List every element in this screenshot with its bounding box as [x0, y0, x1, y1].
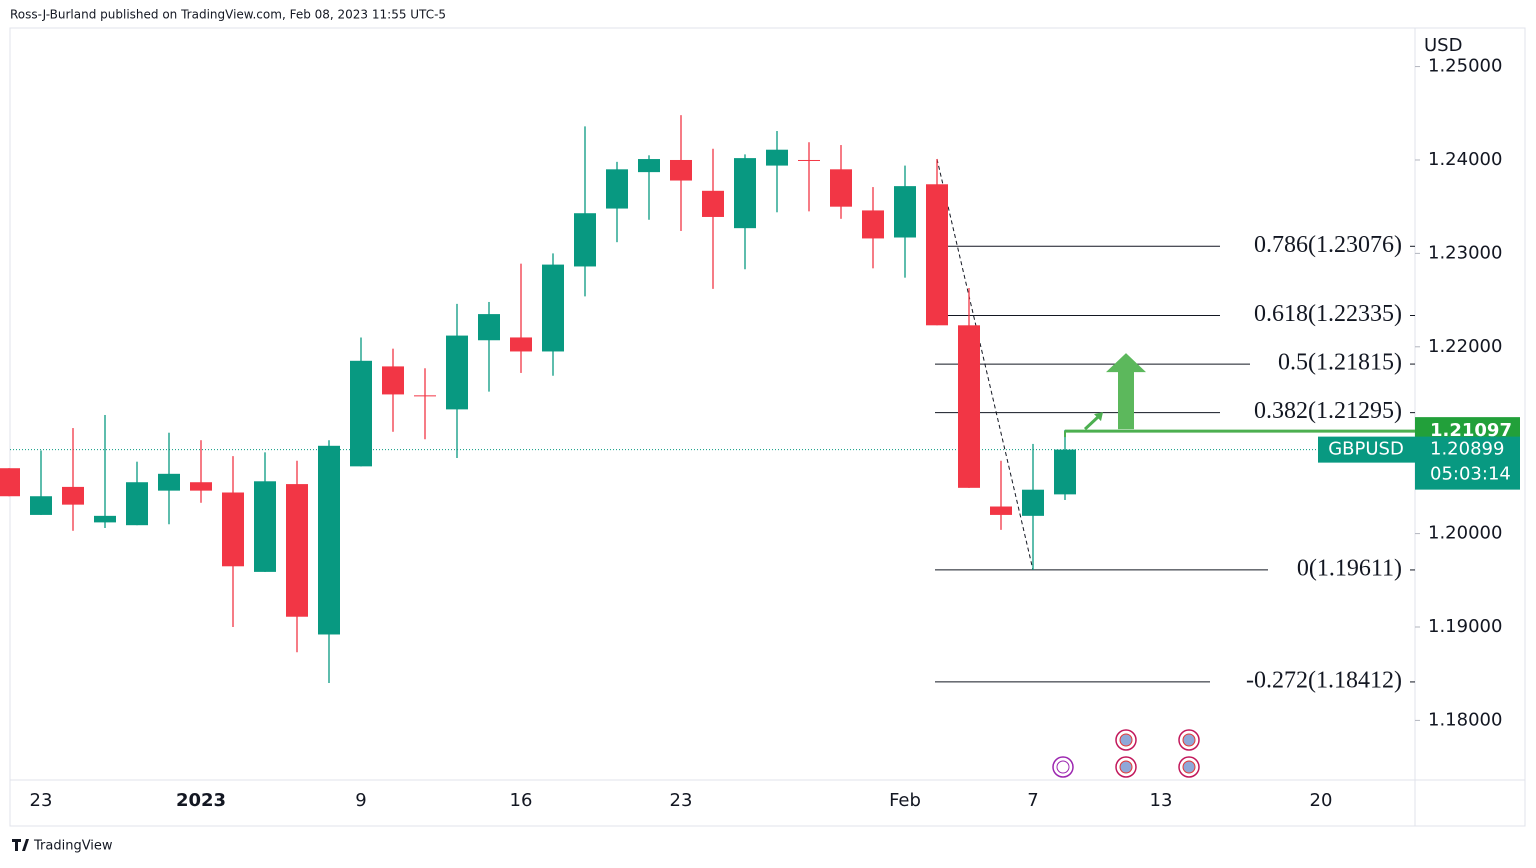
candle-body	[702, 190, 724, 217]
arrow-big	[1106, 353, 1146, 430]
candle-body	[1022, 489, 1044, 516]
fib-connector	[936, 158, 1034, 571]
candle-body	[574, 213, 596, 267]
candle-body	[510, 337, 532, 352]
candle-body	[638, 159, 660, 173]
candle-body	[862, 210, 884, 239]
x-tick-label: 23	[30, 790, 53, 811]
candle-body	[830, 169, 852, 207]
candle-body	[990, 506, 1012, 515]
x-tick-label: 23	[670, 790, 693, 811]
candle-body	[94, 515, 116, 523]
footer-logo	[12, 839, 29, 851]
hline-price-label: 1.21097	[1430, 420, 1512, 441]
event-icon	[1052, 756, 1074, 778]
y-tick-label: 1.19000	[1428, 616, 1502, 637]
header: Ross-J-Burland published on TradingView.…	[10, 8, 446, 22]
frame	[9, 27, 1526, 827]
candle-body	[798, 159, 820, 161]
currency-bg	[1416, 30, 1516, 60]
candle-body	[542, 264, 564, 352]
candle-body	[254, 481, 276, 572]
fib-label: 0.382(1.21295)	[1254, 398, 1402, 424]
symbol-label: GBPUSD	[1328, 439, 1404, 460]
candle-body	[350, 360, 372, 467]
candle-body	[670, 159, 692, 181]
candle-body	[158, 473, 180, 491]
candle-body	[382, 366, 404, 395]
candle-body	[190, 482, 212, 491]
candle-body	[478, 314, 500, 341]
countdown-label: 05:03:14	[1430, 464, 1511, 485]
fib-label: 0.618(1.22335)	[1254, 301, 1402, 327]
candle-body	[446, 335, 468, 410]
footer: TradingView	[33, 839, 113, 854]
candle-body	[126, 482, 148, 526]
fib-label: 0.786(1.23076)	[1254, 232, 1402, 258]
candle-body	[0, 468, 20, 497]
event-icon-inner	[1119, 733, 1133, 747]
candle-body	[414, 395, 436, 397]
x-tick-label: 9	[355, 790, 366, 811]
x-tick-label: 2023	[176, 790, 226, 811]
symbol-box	[1318, 436, 1415, 463]
fib-label: 0.5(1.21815)	[1278, 350, 1402, 376]
candle-body	[766, 149, 788, 166]
x-tick-label: 13	[1150, 790, 1173, 811]
candle-body	[894, 186, 916, 238]
event-icon-inner	[1182, 760, 1196, 774]
candle-body	[1054, 449, 1076, 495]
event-icon-inner	[1182, 733, 1196, 747]
candle-body	[926, 184, 948, 326]
y-tick-label: 1.25000	[1428, 56, 1502, 77]
arrow-small-head	[1094, 412, 1103, 422]
y-tick-label: 1.18000	[1428, 709, 1502, 730]
last-price-box	[1415, 436, 1520, 490]
candle-body	[62, 486, 84, 505]
y-tick-label: 1.20000	[1428, 523, 1502, 544]
currency: USD	[1424, 35, 1462, 56]
x-tick-label: 7	[1027, 790, 1038, 811]
y-tick-label: 1.22000	[1428, 336, 1502, 357]
candle-body	[222, 492, 244, 567]
fib-label: -0.272(1.18412)	[1246, 667, 1402, 693]
candle-body	[30, 496, 52, 515]
event-icon-inner	[1056, 760, 1070, 774]
candle-body	[606, 169, 628, 209]
y-tick-label: 1.23000	[1428, 242, 1502, 263]
candle-body	[318, 445, 340, 635]
last-price-label: 1.20899	[1430, 439, 1504, 460]
fib-label: 0(1.19611)	[1297, 555, 1402, 581]
x-tick-label: 20	[1310, 790, 1333, 811]
candle-body	[958, 325, 980, 488]
x-tick-label: Feb	[889, 790, 921, 811]
event-icon-inner	[1119, 760, 1133, 774]
x-tick-label: 16	[510, 790, 533, 811]
candle-body	[286, 484, 308, 617]
candle-body	[734, 158, 756, 229]
y-tick-label: 1.24000	[1428, 149, 1502, 170]
